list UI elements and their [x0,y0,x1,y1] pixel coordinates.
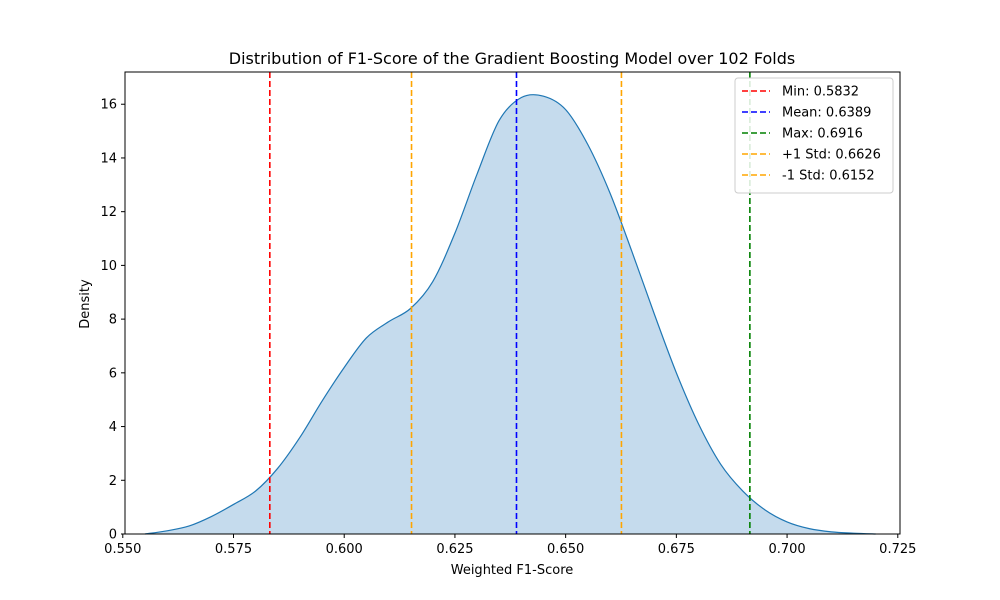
y-tick-label: 12 [100,205,117,220]
chart-title: Distribution of F1-Score of the Gradient… [229,49,795,68]
x-tick-label: 0.575 [215,542,252,557]
legend-entry: Max: 0.6916 [782,127,863,142]
legend-entry: -1 Std: 0.6152 [782,169,875,184]
y-tick-label: 14 [100,151,117,166]
y-axis-label: Density [78,279,93,329]
y-tick-label: 4 [109,420,117,435]
density-fill [144,94,876,534]
axes-frame [124,71,901,535]
legend-box [734,77,894,194]
x-tick-label: 0.550 [104,542,141,557]
density-curve [144,93,876,535]
legend: Min: 0.5832 Mean: 0.6389 Max: 0.6916 +1 Std… [734,77,894,194]
y-tick-label: 8 [109,313,117,328]
y-tick-label: 0 [109,528,117,543]
plot-area: 0.550 0.575 0.600 0.625 0.650 0.675 0.700 0.725… [100,71,916,557]
legend-entry: Mean: 0.6389 [782,106,871,121]
x-axis-label: Weighted F1-Score [451,563,574,578]
y-tick-label: 10 [100,259,117,274]
y-tick-label: 16 [100,98,117,113]
x-tick-label: 0.625 [436,542,473,557]
x-tick-label: 0.700 [768,542,805,557]
y-tick-label: 2 [109,474,117,489]
x-tick-label: 0.600 [326,542,363,557]
x-tick-label: 0.725 [879,542,916,557]
legend-entry: Min: 0.5832 [782,85,859,100]
y-tick-label: 6 [109,366,117,381]
x-tick-label: 0.675 [658,542,695,557]
x-tick-label: 0.650 [547,542,584,557]
legend-entry: +1 Std: 0.6626 [782,148,881,163]
